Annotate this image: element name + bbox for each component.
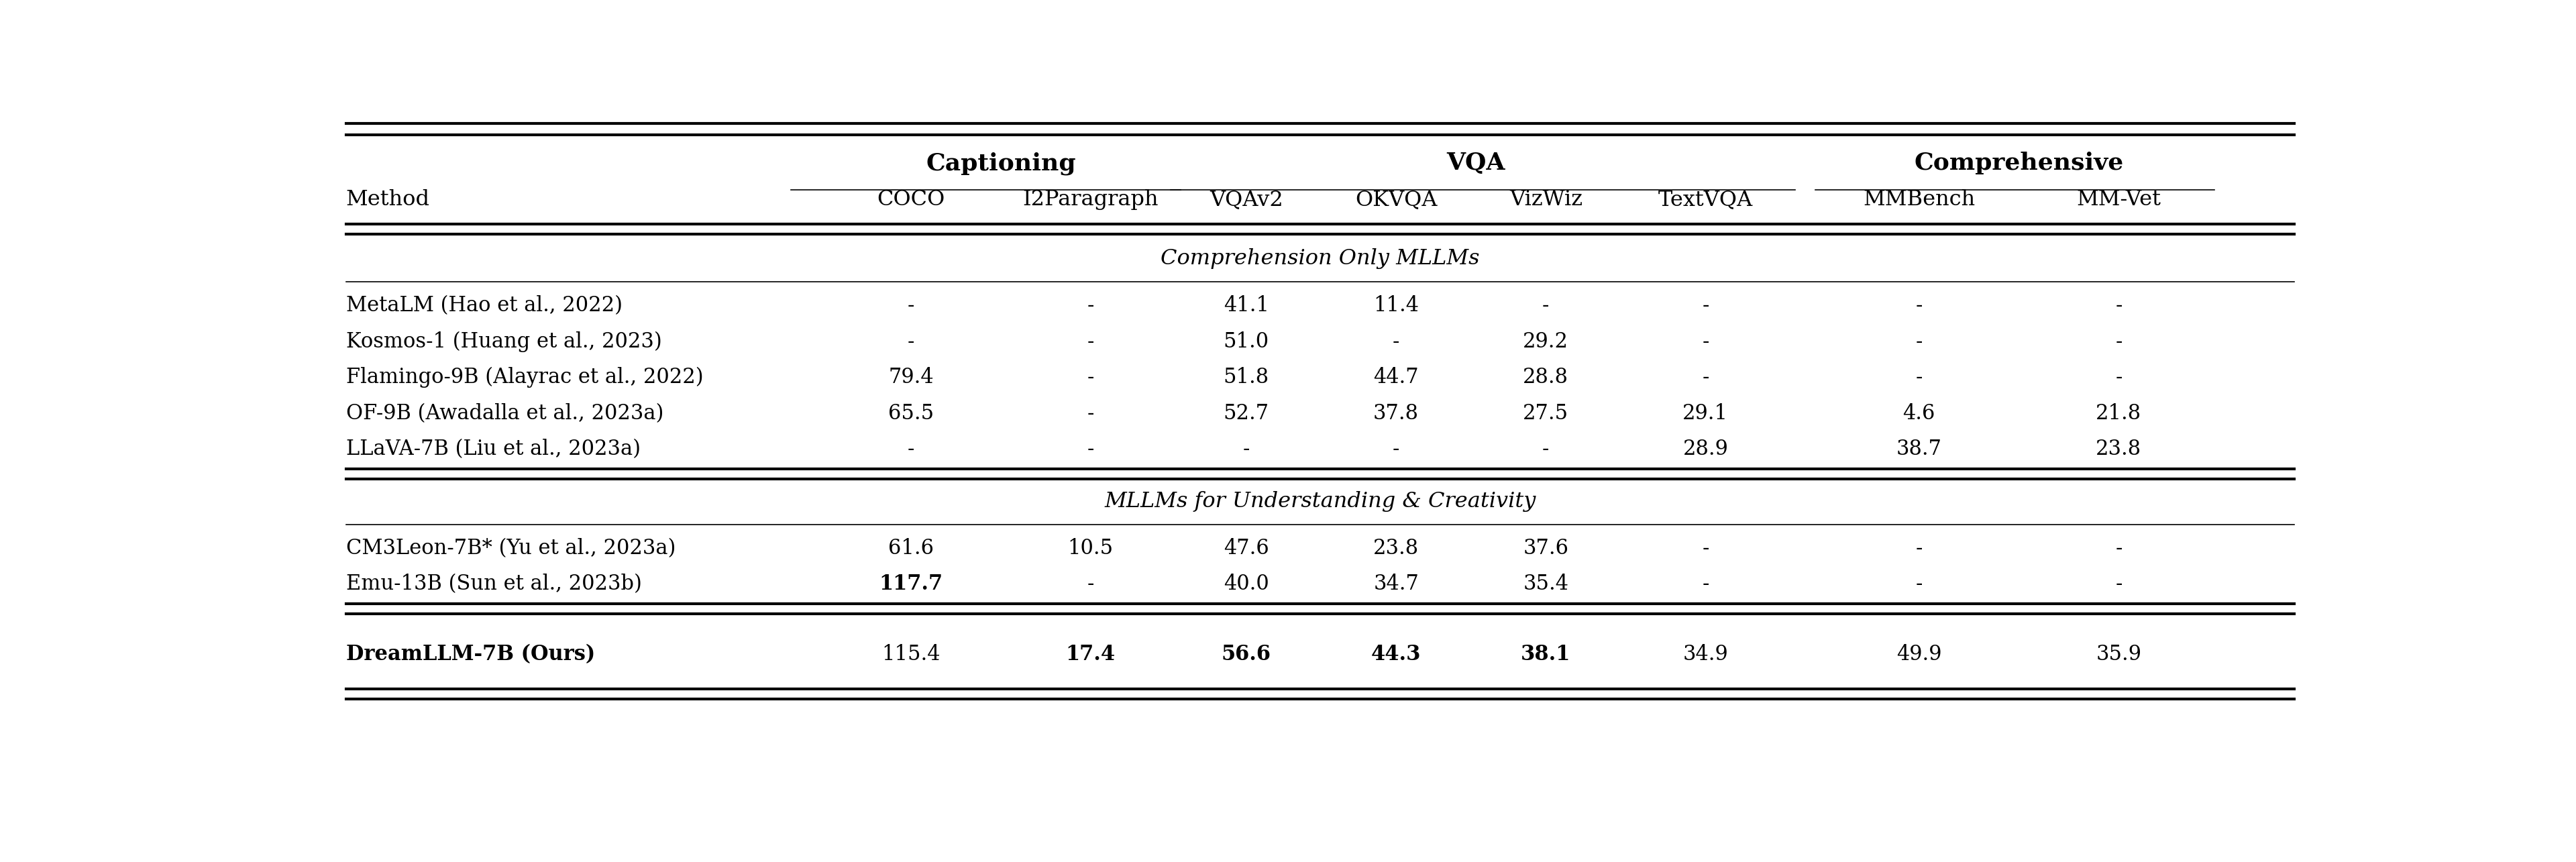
Text: Emu-13B (Sun et al., 2023b): Emu-13B (Sun et al., 2023b) xyxy=(345,573,641,595)
Text: -: - xyxy=(1087,367,1095,388)
Text: Flamingo-9B (Alayrac et al., 2022): Flamingo-9B (Alayrac et al., 2022) xyxy=(345,367,703,388)
Text: DreamLLM-7B (Ours): DreamLLM-7B (Ours) xyxy=(345,644,595,665)
Text: -: - xyxy=(1087,331,1095,352)
Text: Comprehensive: Comprehensive xyxy=(1914,152,2123,175)
Text: 28.8: 28.8 xyxy=(1522,367,1569,388)
Text: 29.1: 29.1 xyxy=(1682,403,1728,424)
Text: Captioning: Captioning xyxy=(925,152,1077,175)
Text: VQA: VQA xyxy=(1448,152,1504,175)
Text: MM-Vet: MM-Vet xyxy=(2076,190,2161,210)
Text: 115.4: 115.4 xyxy=(881,644,940,665)
Text: 52.7: 52.7 xyxy=(1224,403,1270,424)
Text: MMBench: MMBench xyxy=(1862,190,1976,210)
Text: 79.4: 79.4 xyxy=(889,367,933,388)
Text: 37.8: 37.8 xyxy=(1373,403,1419,424)
Text: 21.8: 21.8 xyxy=(2097,403,2141,424)
Text: -: - xyxy=(1087,573,1095,595)
Text: 51.0: 51.0 xyxy=(1224,331,1270,352)
Text: 47.6: 47.6 xyxy=(1224,538,1270,559)
Text: 38.7: 38.7 xyxy=(1896,439,1942,459)
Text: -: - xyxy=(1703,573,1708,595)
Text: 56.6: 56.6 xyxy=(1221,644,1270,665)
Text: 27.5: 27.5 xyxy=(1522,403,1569,424)
Text: 35.9: 35.9 xyxy=(2097,644,2141,665)
Text: -: - xyxy=(2115,573,2123,595)
Text: -: - xyxy=(1917,296,1922,316)
Text: -: - xyxy=(1917,538,1922,559)
Text: 37.6: 37.6 xyxy=(1522,538,1569,559)
Text: Method: Method xyxy=(345,190,430,210)
Text: 17.4: 17.4 xyxy=(1066,644,1115,665)
Text: 34.7: 34.7 xyxy=(1373,573,1419,595)
Text: -: - xyxy=(1703,296,1708,316)
Text: -: - xyxy=(1703,331,1708,352)
Text: 23.8: 23.8 xyxy=(1373,538,1419,559)
Text: -: - xyxy=(1242,439,1249,459)
Text: 29.2: 29.2 xyxy=(1522,331,1569,352)
Text: -: - xyxy=(1917,331,1922,352)
Text: OKVQA: OKVQA xyxy=(1355,190,1437,210)
Text: -: - xyxy=(2115,367,2123,388)
Text: MLLMs for Understanding & Creativity: MLLMs for Understanding & Creativity xyxy=(1105,491,1535,512)
Text: VQAv2: VQAv2 xyxy=(1211,190,1283,210)
Text: -: - xyxy=(2115,296,2123,316)
Text: 11.4: 11.4 xyxy=(1373,296,1419,316)
Text: LLaVA-7B (Liu et al., 2023a): LLaVA-7B (Liu et al., 2023a) xyxy=(345,439,641,459)
Text: 10.5: 10.5 xyxy=(1069,538,1113,559)
Text: 28.9: 28.9 xyxy=(1682,439,1728,459)
Text: Comprehension Only MLLMs: Comprehension Only MLLMs xyxy=(1162,248,1479,269)
Text: -: - xyxy=(907,296,914,316)
Text: 49.9: 49.9 xyxy=(1896,644,1942,665)
Text: -: - xyxy=(1703,538,1708,559)
Text: VizWiz: VizWiz xyxy=(1510,190,1582,210)
Text: MetaLM (Hao et al., 2022): MetaLM (Hao et al., 2022) xyxy=(345,296,623,316)
Text: -: - xyxy=(2115,538,2123,559)
Text: -: - xyxy=(1543,439,1548,459)
Text: 4.6: 4.6 xyxy=(1904,403,1935,424)
Text: -: - xyxy=(1917,367,1922,388)
Text: OF-9B (Awadalla et al., 2023a): OF-9B (Awadalla et al., 2023a) xyxy=(345,403,665,424)
Text: -: - xyxy=(1087,296,1095,316)
Text: 61.6: 61.6 xyxy=(889,538,933,559)
Text: -: - xyxy=(907,439,914,459)
Text: -: - xyxy=(1394,439,1399,459)
Text: -: - xyxy=(2115,331,2123,352)
Text: Kosmos-1 (Huang et al., 2023): Kosmos-1 (Huang et al., 2023) xyxy=(345,331,662,353)
Text: -: - xyxy=(1543,296,1548,316)
Text: 41.1: 41.1 xyxy=(1224,296,1270,316)
Text: 117.7: 117.7 xyxy=(878,573,943,595)
Text: 51.8: 51.8 xyxy=(1224,367,1270,388)
Text: -: - xyxy=(1087,403,1095,424)
Text: -: - xyxy=(1703,367,1708,388)
Text: -: - xyxy=(907,331,914,352)
Text: 35.4: 35.4 xyxy=(1522,573,1569,595)
Text: 44.7: 44.7 xyxy=(1373,367,1419,388)
Text: CM3Leon-7B* (Yu et al., 2023a): CM3Leon-7B* (Yu et al., 2023a) xyxy=(345,538,675,559)
Text: TextVQA: TextVQA xyxy=(1659,190,1752,210)
Text: 44.3: 44.3 xyxy=(1370,644,1422,665)
Text: 65.5: 65.5 xyxy=(889,403,933,424)
Text: 38.1: 38.1 xyxy=(1520,644,1571,665)
Text: COCO: COCO xyxy=(876,190,945,210)
Text: I2Paragraph: I2Paragraph xyxy=(1023,190,1159,210)
Text: 34.9: 34.9 xyxy=(1682,644,1728,665)
Text: 40.0: 40.0 xyxy=(1224,573,1270,595)
Text: -: - xyxy=(1394,331,1399,352)
Text: -: - xyxy=(1917,573,1922,595)
Text: -: - xyxy=(1087,439,1095,459)
Text: 23.8: 23.8 xyxy=(2097,439,2141,459)
